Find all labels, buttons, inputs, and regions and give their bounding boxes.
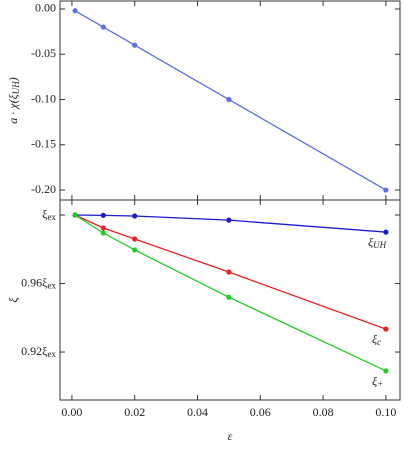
y-tick-label: -0.05 xyxy=(31,46,56,60)
y-tick-label: 0.00 xyxy=(35,1,56,15)
y-tick-label: -0.20 xyxy=(31,182,56,196)
data-point xyxy=(226,269,232,275)
data-point xyxy=(226,217,232,223)
data-point xyxy=(72,8,78,14)
data-point xyxy=(226,96,232,103)
data-point xyxy=(132,42,138,48)
x-tick-label: 0.02 xyxy=(124,405,145,419)
data-point xyxy=(132,247,138,253)
data-point xyxy=(100,225,106,231)
data-point xyxy=(383,368,389,374)
data-point xyxy=(100,24,106,30)
y-tick-label: ξex xyxy=(42,207,56,222)
data-point xyxy=(383,187,389,193)
x-tick-label: 0.04 xyxy=(187,405,208,419)
data-point xyxy=(100,230,106,236)
y-axis-label: ξ xyxy=(6,297,20,303)
series-label: ξUH xyxy=(368,235,387,250)
x-tick-label: 0.00 xyxy=(61,405,82,419)
data-point xyxy=(72,212,78,218)
y-axis-label: a · χ(ξUH) xyxy=(6,77,21,123)
data-point xyxy=(100,212,106,218)
data-point xyxy=(383,229,389,235)
x-tick-label: 0.08 xyxy=(313,405,334,419)
series-line xyxy=(74,214,387,372)
bottom-frame xyxy=(59,199,401,401)
data-point xyxy=(132,236,138,242)
series-label: ξ+ xyxy=(372,374,383,389)
y-tick-label: 0.92ξex xyxy=(21,344,56,359)
data-point xyxy=(383,326,389,332)
x-axis-label: ε xyxy=(228,429,233,443)
y-tick-label: -0.10 xyxy=(31,91,56,105)
data-point xyxy=(132,213,138,219)
x-tick-label: 0.06 xyxy=(250,405,271,419)
y-tick-label: 0.96ξex xyxy=(21,275,56,290)
series-line xyxy=(75,214,386,233)
y-tick-label: -0.15 xyxy=(31,137,56,151)
series-label: ξc xyxy=(372,332,381,347)
x-tick-label: 0.10 xyxy=(375,405,396,419)
data-point xyxy=(226,294,232,300)
